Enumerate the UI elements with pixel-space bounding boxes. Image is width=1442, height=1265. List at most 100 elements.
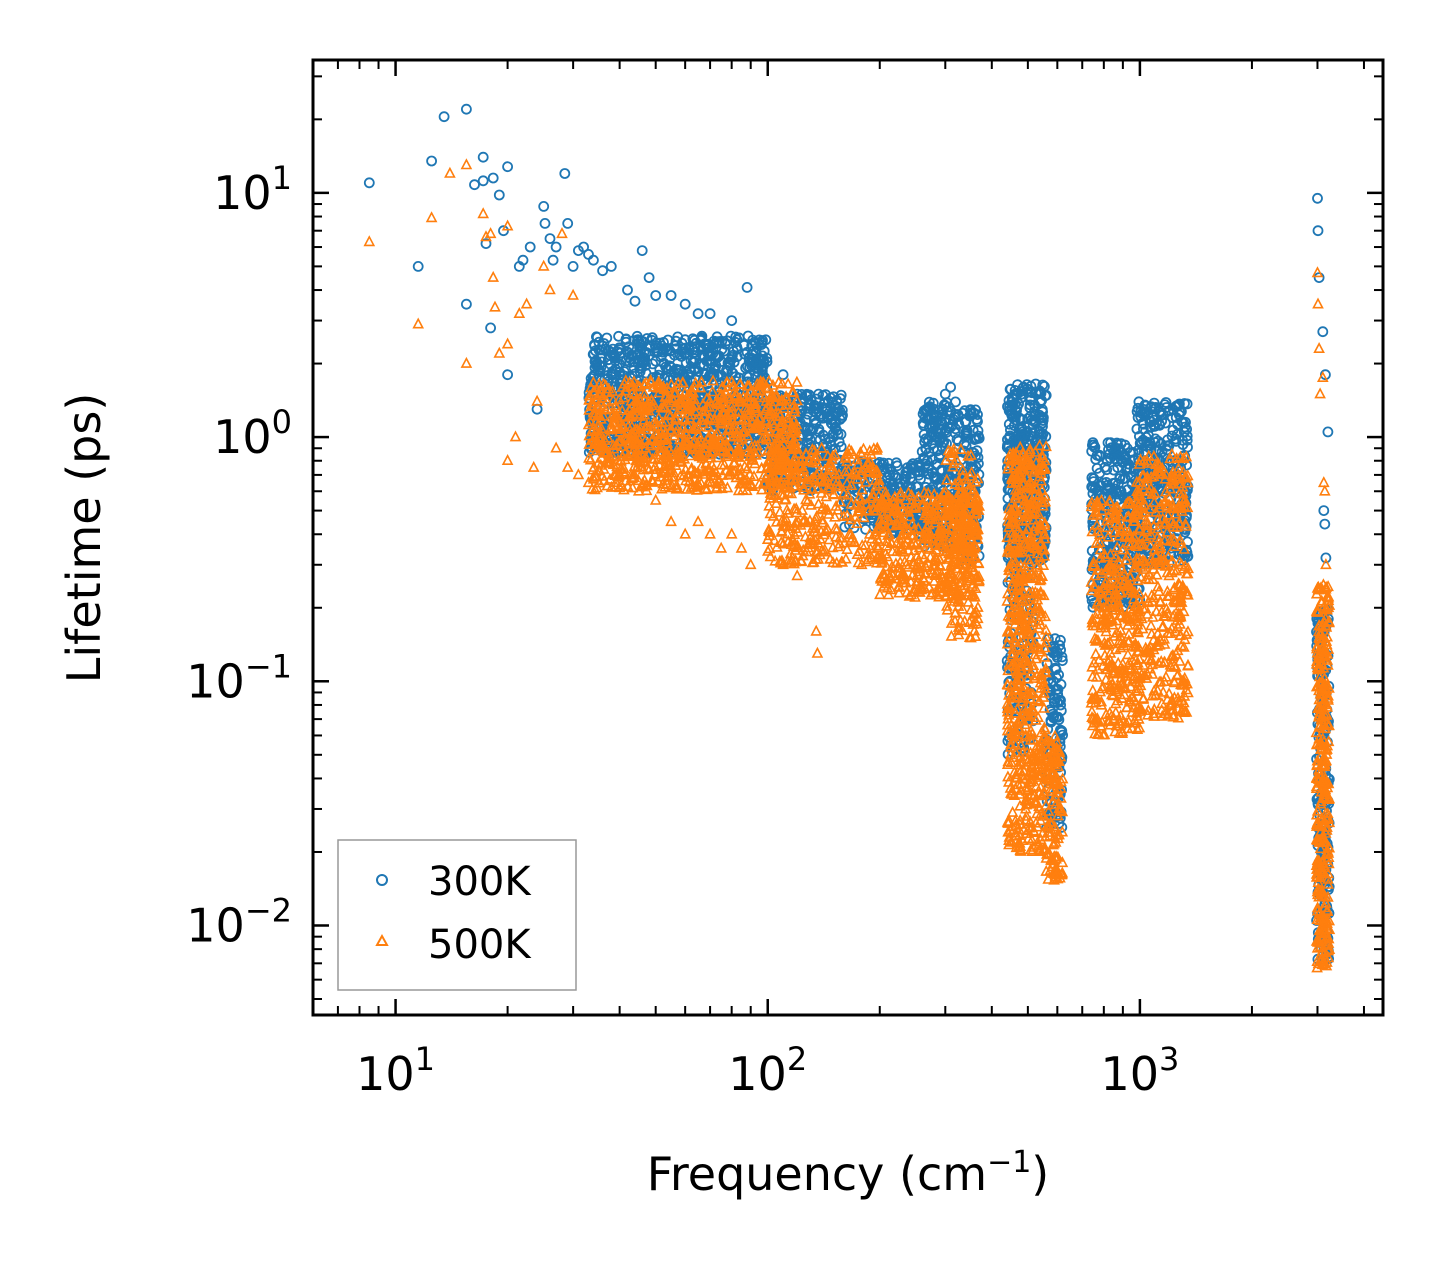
point-500K bbox=[726, 464, 739, 476]
point-500K bbox=[640, 376, 653, 388]
point-500K bbox=[624, 409, 637, 421]
point-500K bbox=[849, 466, 861, 478]
point-300K bbox=[544, 233, 556, 245]
point-500K bbox=[633, 443, 646, 455]
point-500K bbox=[596, 469, 609, 481]
point-500K bbox=[760, 433, 773, 445]
point-300K bbox=[590, 345, 601, 357]
point-500K bbox=[748, 469, 760, 482]
point-500K bbox=[596, 391, 609, 403]
point-300K bbox=[1167, 404, 1179, 416]
point-300K bbox=[567, 260, 579, 272]
point-500K bbox=[883, 514, 896, 526]
point-300K bbox=[1181, 423, 1192, 435]
point-300K bbox=[647, 358, 659, 370]
point-500K bbox=[784, 431, 797, 443]
point-300K bbox=[1312, 192, 1323, 204]
point-300K bbox=[801, 437, 813, 449]
point-500K bbox=[460, 356, 473, 368]
point-300K bbox=[643, 272, 655, 284]
point-500K bbox=[668, 470, 680, 482]
point-500K bbox=[894, 486, 907, 498]
point-500K bbox=[923, 542, 936, 554]
point-300K bbox=[741, 281, 753, 293]
point-500K bbox=[664, 423, 676, 435]
point-300K bbox=[623, 351, 635, 363]
point-500K bbox=[646, 473, 658, 485]
point-300K bbox=[746, 349, 758, 361]
point-500K bbox=[808, 515, 821, 527]
point-300K bbox=[887, 479, 899, 490]
point-500K bbox=[531, 394, 543, 406]
point-500K bbox=[664, 396, 677, 408]
point-500K bbox=[703, 394, 716, 406]
point-500K bbox=[952, 513, 965, 525]
point-300K bbox=[1112, 462, 1124, 474]
point-500K bbox=[932, 527, 944, 539]
point-500K bbox=[787, 385, 800, 397]
point-300K bbox=[699, 338, 711, 350]
point-500K bbox=[774, 419, 787, 431]
point-500K bbox=[700, 400, 713, 412]
point-500K bbox=[753, 384, 766, 396]
point-500K bbox=[808, 444, 821, 456]
point-500K bbox=[631, 407, 643, 419]
point-500K bbox=[619, 474, 632, 486]
point-500K bbox=[862, 503, 875, 515]
point-300K bbox=[1177, 439, 1189, 450]
point-300K bbox=[1131, 406, 1143, 418]
point-500K bbox=[845, 513, 857, 525]
point-500K bbox=[638, 392, 651, 404]
point-500K bbox=[791, 394, 803, 406]
point-300K bbox=[480, 238, 492, 250]
point-300K bbox=[1319, 518, 1331, 530]
point-500K bbox=[767, 400, 779, 412]
point-300K bbox=[1117, 456, 1129, 467]
point-500K bbox=[768, 419, 780, 431]
point-500K bbox=[870, 479, 883, 491]
point-500K bbox=[728, 390, 741, 402]
point-500K bbox=[678, 434, 691, 446]
point-500K bbox=[588, 385, 601, 397]
point-500K bbox=[802, 537, 815, 549]
point-500K bbox=[785, 553, 798, 565]
point-300K bbox=[1093, 485, 1105, 496]
point-500K bbox=[681, 437, 694, 449]
point-500K bbox=[785, 467, 798, 479]
point-500K bbox=[717, 440, 729, 452]
point-500K bbox=[913, 541, 926, 553]
point-300K bbox=[1015, 424, 1026, 436]
point-500K bbox=[862, 455, 874, 468]
point-500K bbox=[693, 434, 706, 446]
point-500K bbox=[861, 464, 874, 476]
point-300K bbox=[959, 405, 971, 417]
point-300K bbox=[1127, 446, 1139, 458]
point-300K bbox=[493, 189, 505, 201]
point-500K bbox=[801, 495, 814, 507]
point-300K bbox=[839, 521, 851, 533]
point-300K bbox=[804, 399, 816, 411]
point-300K bbox=[757, 350, 768, 362]
point-500K bbox=[802, 541, 814, 553]
point-500K bbox=[707, 374, 719, 386]
point-500K bbox=[593, 464, 606, 476]
point-500K bbox=[596, 438, 609, 450]
point-300K bbox=[959, 416, 971, 428]
point-500K bbox=[822, 523, 834, 535]
point-500K bbox=[660, 432, 673, 445]
point-300K bbox=[670, 363, 682, 375]
point-500K bbox=[734, 393, 747, 405]
point-300K bbox=[927, 467, 938, 479]
point-500K bbox=[670, 482, 683, 494]
point-500K bbox=[675, 393, 688, 405]
point-500K bbox=[806, 521, 819, 533]
point-300K bbox=[588, 254, 599, 266]
point-500K bbox=[642, 448, 655, 460]
point-300K bbox=[1008, 434, 1020, 446]
point-500K bbox=[489, 300, 501, 312]
point-300K bbox=[1014, 412, 1026, 424]
point-500K bbox=[789, 424, 801, 436]
point-300K bbox=[921, 404, 933, 416]
point-500K bbox=[770, 515, 783, 527]
